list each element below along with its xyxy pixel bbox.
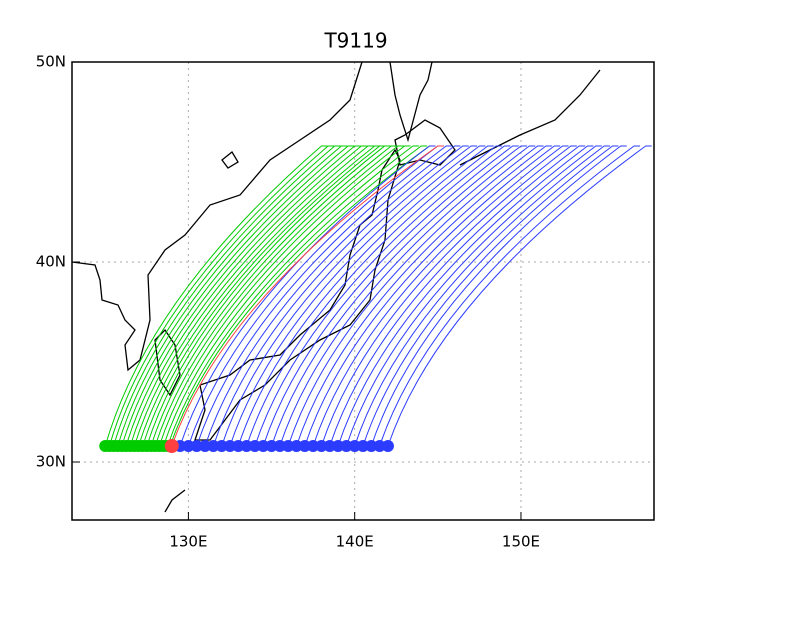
track [204, 145, 461, 447]
start-marker [340, 440, 353, 452]
track [271, 145, 527, 447]
track [196, 145, 453, 447]
x-tick-label: 130E [169, 533, 207, 551]
track [142, 145, 386, 447]
track [212, 145, 469, 447]
coastline [221, 151, 239, 169]
start-marker [332, 440, 345, 452]
track [320, 145, 577, 447]
start-marker [357, 440, 369, 452]
track [150, 145, 398, 447]
start-marker [298, 440, 311, 452]
track [125, 145, 361, 447]
y-tick-label: 30N [36, 453, 66, 471]
x-tick-label: 140E [336, 533, 374, 551]
track [133, 145, 374, 447]
track [162, 145, 419, 447]
track [329, 145, 586, 447]
track [246, 145, 503, 447]
y-tick-label: 40N [36, 253, 66, 271]
start-marker [232, 440, 245, 452]
track [370, 145, 627, 447]
start-marker [265, 440, 278, 452]
track [146, 145, 391, 447]
coastline [71, 61, 363, 372]
start-marker [190, 440, 203, 452]
start-marker [240, 440, 253, 452]
start-marker [182, 440, 195, 452]
map-title: T9119 [323, 29, 387, 53]
start-marker [315, 440, 328, 452]
track [104, 145, 328, 447]
track [237, 145, 494, 447]
tracks [104, 145, 652, 447]
track [287, 145, 544, 447]
track [113, 145, 341, 447]
coastlines [71, 61, 601, 513]
coastline [164, 489, 186, 513]
track [187, 145, 444, 447]
track [158, 145, 411, 447]
track [154, 145, 404, 447]
track [354, 145, 611, 447]
track [254, 145, 511, 447]
start-marker [248, 440, 261, 452]
track [121, 145, 355, 447]
x-tick-label: 150E [502, 533, 540, 551]
track [362, 145, 619, 447]
track [337, 145, 594, 447]
track [387, 145, 652, 447]
track [312, 145, 569, 447]
track [229, 145, 486, 447]
start-marker [365, 440, 378, 452]
start-marker [373, 440, 386, 452]
start-markers [99, 439, 394, 453]
track [221, 145, 478, 447]
track [379, 145, 641, 447]
axes: 130E 140E 150E 30N 40N 50N [36, 53, 540, 551]
start-marker [381, 440, 394, 452]
track [296, 145, 552, 447]
start-marker [282, 440, 295, 452]
coastline [389, 61, 433, 143]
track [129, 145, 368, 447]
start-marker [348, 440, 361, 452]
track [117, 145, 348, 447]
y-tick-label: 50N [36, 53, 66, 71]
start-marker [307, 440, 320, 452]
start-marker [273, 440, 286, 452]
track [108, 145, 335, 447]
track [304, 145, 561, 447]
start-marker [223, 440, 236, 452]
start-marker [323, 440, 336, 452]
track [345, 145, 602, 447]
start-marker [207, 440, 220, 452]
start-marker [164, 439, 179, 453]
track [179, 145, 436, 447]
map-frame [71, 61, 655, 521]
track [138, 145, 381, 447]
coastline [154, 328, 181, 397]
coastline [194, 148, 401, 441]
coastline [459, 69, 601, 166]
start-marker [215, 440, 228, 452]
track [171, 145, 444, 447]
track [262, 145, 519, 447]
track [169, 145, 436, 447]
start-marker [199, 440, 212, 452]
track [167, 145, 428, 447]
start-marker [290, 440, 303, 452]
track [279, 145, 536, 447]
start-marker [257, 440, 270, 452]
